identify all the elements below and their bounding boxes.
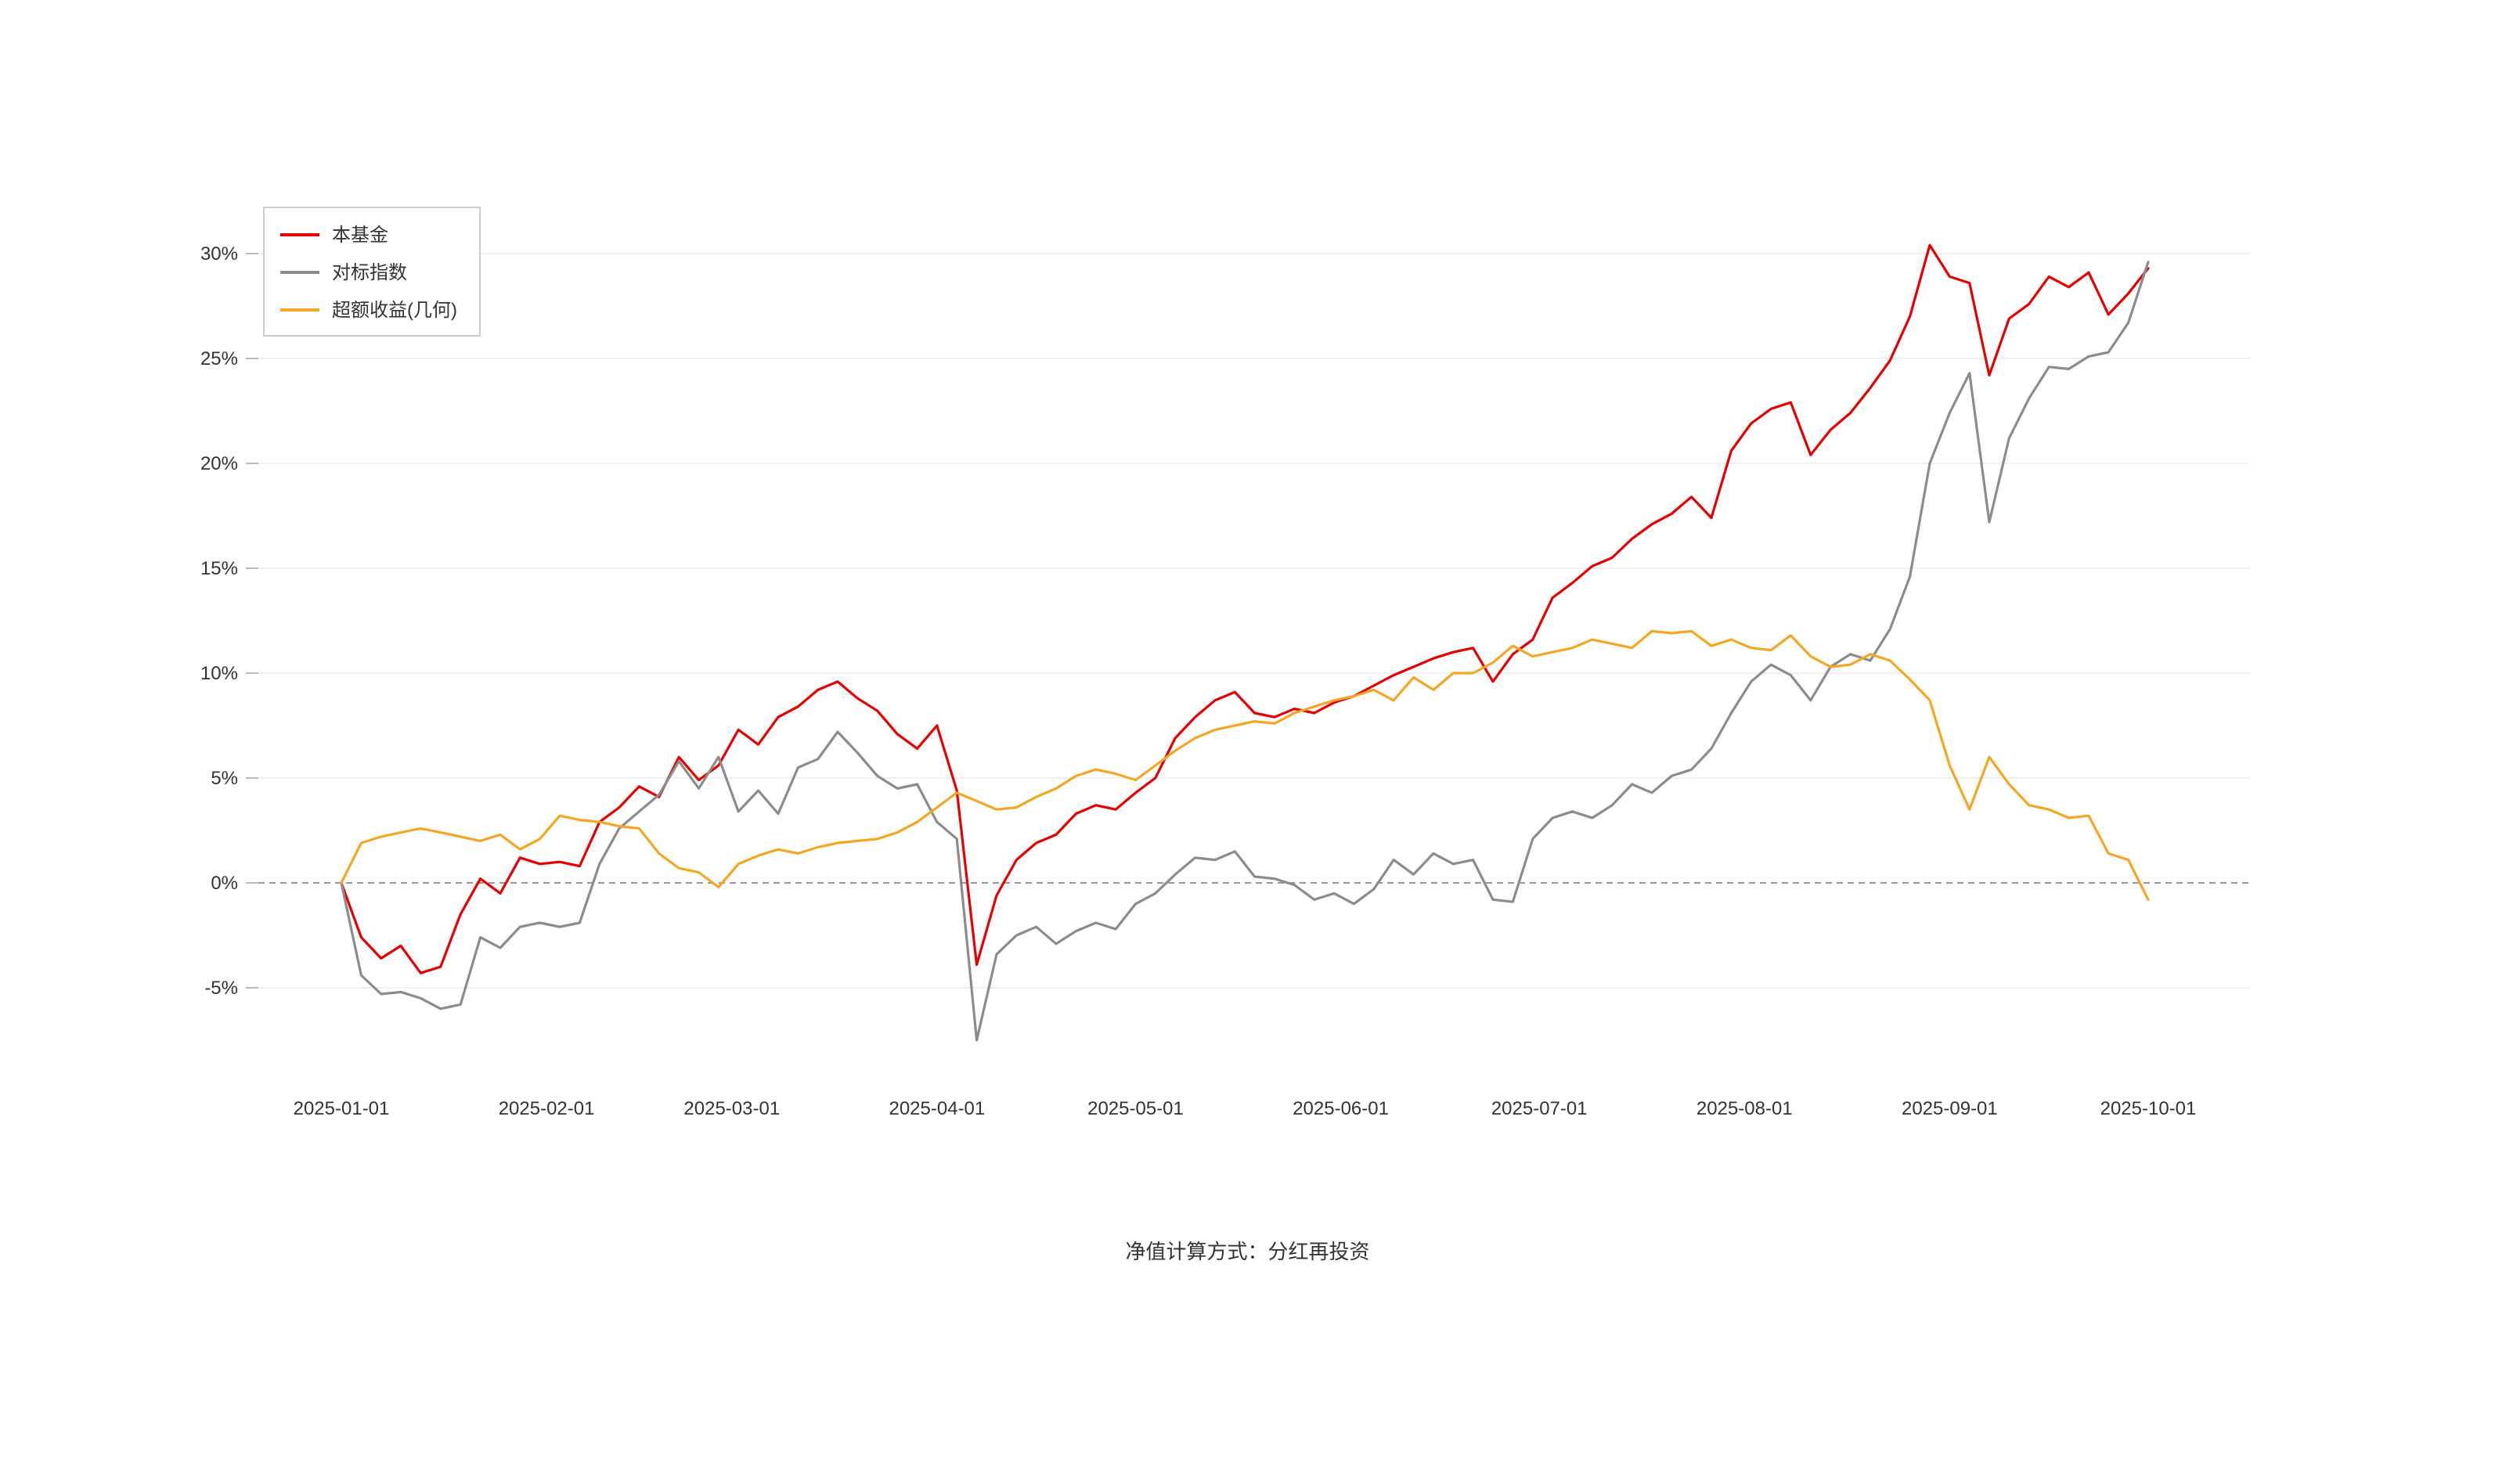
- legend-item-label: 本基金: [332, 224, 389, 246]
- legend: 本基金 对标指数 超额收益(几何): [263, 207, 481, 337]
- x-tick-label: 2025-05-01: [1087, 1098, 1184, 1119]
- y-tick-label: 20%: [200, 453, 238, 474]
- y-tick-label: 15%: [200, 558, 238, 579]
- x-tick-label: 2025-01-01: [294, 1098, 390, 1119]
- y-tick-label: 25%: [200, 348, 238, 369]
- calculation-method-note: 净值计算方式：分红再投资: [1125, 1240, 1370, 1263]
- y-tick-label: 30%: [200, 243, 238, 265]
- legend-item-label: 对标指数: [332, 261, 408, 283]
- y-tick-label: -5%: [204, 978, 238, 999]
- x-tick-label: 2025-10-01: [2100, 1098, 2197, 1119]
- series-line-0: [340, 243, 2150, 974]
- legend-item-excess-return[interactable]: 超额收益(几何): [280, 296, 457, 322]
- legend-item-fund[interactable]: 本基金: [280, 221, 457, 247]
- x-tick-label: 2025-06-01: [1293, 1098, 1389, 1119]
- legend-item-benchmark[interactable]: 对标指数: [280, 258, 457, 285]
- series-line-2: [340, 629, 2150, 902]
- excess-return-line-swatch-icon: [280, 308, 319, 311]
- x-tick-label: 2025-08-01: [1696, 1098, 1793, 1119]
- fund-line-swatch-icon: [280, 232, 319, 236]
- y-tick-label: 5%: [211, 768, 238, 789]
- x-tick-label: 2025-09-01: [1902, 1098, 1998, 1119]
- legend-item-label: 超额收益(几何): [332, 299, 457, 321]
- x-tick-label: 2025-02-01: [499, 1098, 595, 1119]
- x-tick-label: 2025-03-01: [683, 1098, 780, 1119]
- y-tick-label: 0%: [211, 873, 238, 894]
- y-tick-label: 10%: [200, 663, 238, 684]
- benchmark-line-swatch-icon: [280, 270, 319, 273]
- x-tick-label: 2025-04-01: [889, 1098, 985, 1119]
- series-line-1: [340, 261, 2150, 1042]
- x-tick-label: 2025-07-01: [1491, 1098, 1588, 1119]
